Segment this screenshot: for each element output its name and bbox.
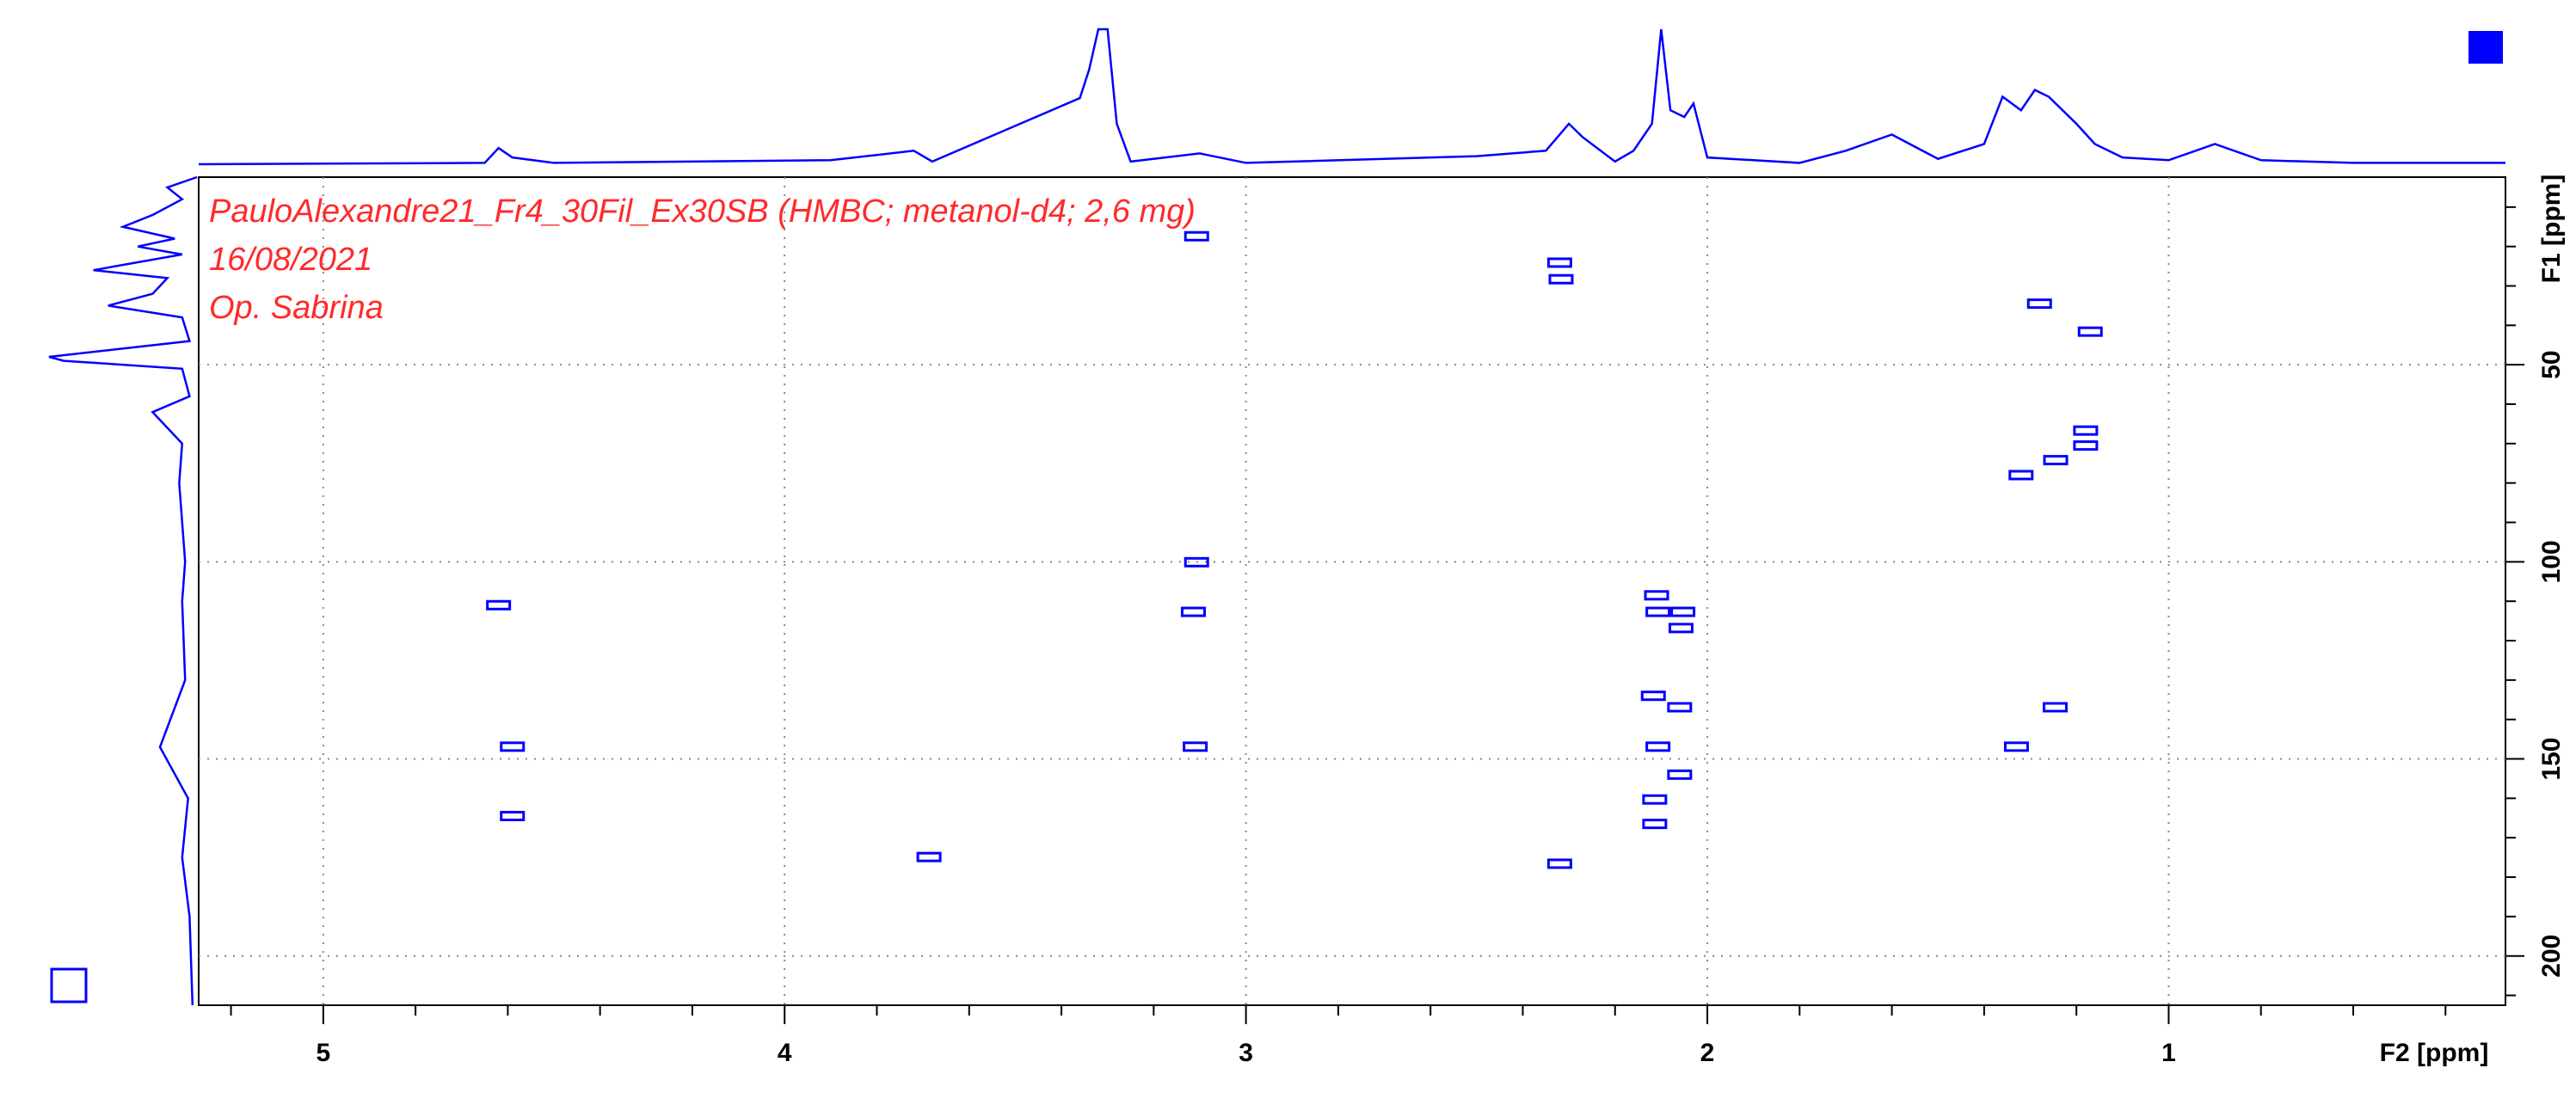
cross-peak bbox=[1546, 257, 1572, 268]
cross-peak bbox=[1183, 230, 1209, 242]
cross-peak bbox=[1180, 606, 1206, 617]
cross-peak bbox=[2026, 298, 2052, 310]
x-tick-label: 1 bbox=[2161, 1039, 2176, 1067]
cross-peak bbox=[916, 851, 942, 862]
y-tick-label: 100 bbox=[2537, 540, 2566, 583]
cross-peak bbox=[2003, 741, 2029, 752]
icon-square-filled bbox=[2468, 31, 2503, 64]
cross-peak bbox=[1670, 606, 1696, 617]
plot-frame bbox=[198, 176, 2506, 1006]
cross-peak bbox=[2073, 425, 2099, 436]
cross-peak bbox=[1546, 858, 1572, 869]
cross-peak bbox=[2043, 455, 2069, 466]
annotation: 16/08/2021 bbox=[209, 242, 372, 278]
cross-peak bbox=[1183, 741, 1208, 752]
y-tick-label: 150 bbox=[2537, 737, 2566, 780]
cross-peak bbox=[500, 810, 526, 821]
x-tick-label: 2 bbox=[1700, 1039, 1715, 1067]
cross-peak bbox=[1645, 741, 1671, 752]
x-tick-label: 5 bbox=[316, 1039, 330, 1067]
cross-peak bbox=[2073, 440, 2099, 451]
cross-peak bbox=[2077, 326, 2103, 337]
x-tick-label: 4 bbox=[778, 1039, 792, 1067]
cross-peak bbox=[1642, 794, 1668, 805]
x-axis-label: F2 [ppm] bbox=[2380, 1039, 2489, 1067]
annotation: Op. Sabrina bbox=[209, 290, 384, 326]
cross-peak bbox=[2042, 702, 2068, 713]
cross-peak bbox=[1667, 769, 1693, 780]
icon-square-outline bbox=[50, 967, 88, 1004]
cross-peak bbox=[500, 741, 526, 752]
y-axis-label: F1 [ppm] bbox=[2537, 175, 2566, 284]
cross-peak bbox=[1667, 702, 1693, 713]
y-tick-label: 200 bbox=[2537, 935, 2566, 978]
left-projection bbox=[48, 175, 198, 1006]
y-tick-label: 50 bbox=[2537, 350, 2566, 378]
cross-peak bbox=[486, 599, 512, 611]
cross-peak bbox=[2008, 470, 2034, 481]
top-projection bbox=[198, 28, 2505, 166]
cross-peak bbox=[1645, 606, 1671, 617]
x-tick-label: 3 bbox=[1239, 1039, 1253, 1067]
cross-peak bbox=[1183, 556, 1209, 568]
annotation: PauloAlexandre21_Fr4_30Fil_Ex30SB (HMBC;… bbox=[209, 193, 1196, 230]
cross-peak bbox=[1644, 590, 1669, 601]
cross-peak bbox=[1668, 623, 1694, 634]
cross-peak bbox=[1642, 819, 1668, 830]
cross-peak bbox=[1548, 273, 1574, 285]
cross-peak bbox=[1640, 691, 1666, 702]
